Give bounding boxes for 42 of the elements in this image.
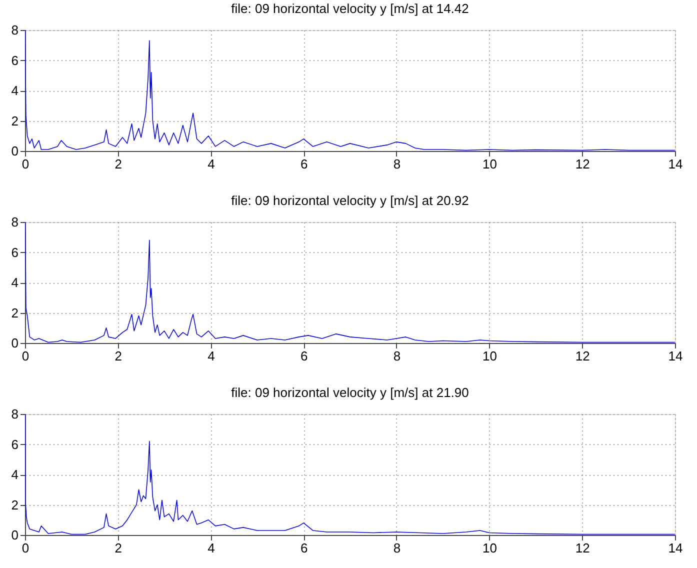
x-tick-label: 14 <box>668 156 683 172</box>
y-tick-label: 2 <box>11 305 18 320</box>
y-tick-label: 8 <box>11 214 18 230</box>
x-tick-label: 10 <box>482 156 498 172</box>
x-tick-label: 4 <box>208 540 215 556</box>
y-tick-label: 0 <box>11 336 18 350</box>
chart-title: file: 09 horizontal velocity y [m/s] at 14.42 <box>231 1 469 16</box>
x-tick-label: 8 <box>393 156 401 172</box>
x-tick-label: 2 <box>114 540 122 556</box>
x-tick-label: 2 <box>114 156 122 172</box>
x-tick-label: 12 <box>575 540 590 556</box>
y-tick-label: 2 <box>11 113 18 128</box>
y-tick-label: 8 <box>11 22 18 38</box>
y-tick-label: 6 <box>11 52 18 68</box>
x-tick-label: 0 <box>22 348 30 364</box>
x-tick-label: 4 <box>208 348 215 364</box>
y-tick-label: 0 <box>11 144 18 158</box>
x-tick-label: 6 <box>300 156 308 172</box>
y-tick-label: 6 <box>11 244 18 260</box>
y-tick-label: 8 <box>11 406 18 422</box>
x-tick-label: 10 <box>482 540 498 556</box>
x-tick-label: 0 <box>22 156 30 172</box>
y-tick-label: 4 <box>11 467 18 482</box>
x-tick-label: 4 <box>208 156 215 172</box>
chart-title: file: 09 horizontal velocity y [m/s] at 21.90 <box>231 385 469 400</box>
y-tick-label: 4 <box>11 83 18 98</box>
x-tick-label: 12 <box>575 156 590 172</box>
x-tick-label: 0 <box>22 540 30 556</box>
chart-title: file: 09 horizontal velocity y [m/s] at 20.92 <box>231 193 469 208</box>
y-tick-label: 6 <box>11 436 18 452</box>
y-tick-label: 2 <box>11 497 18 512</box>
x-tick-label: 14 <box>668 540 683 556</box>
x-tick-label: 6 <box>300 348 308 364</box>
x-tick-label: 14 <box>668 348 683 364</box>
y-tick-label: 0 <box>11 528 18 542</box>
x-tick-label: 6 <box>300 540 308 556</box>
x-tick-label: 10 <box>482 348 498 364</box>
x-tick-label: 8 <box>393 540 401 556</box>
x-tick-label: 8 <box>393 348 401 364</box>
x-tick-label: 12 <box>575 348 590 364</box>
y-tick-label: 4 <box>11 275 18 290</box>
x-tick-label: 2 <box>114 348 122 364</box>
